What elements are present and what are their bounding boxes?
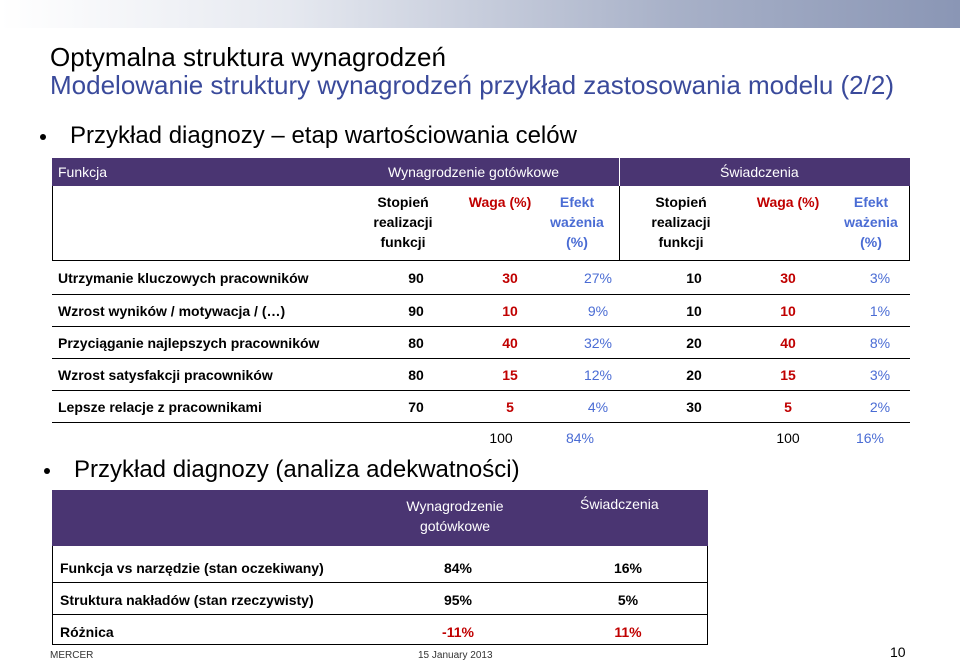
row-value: -11% bbox=[442, 624, 474, 640]
bullet-1: Przykład diagnozy – etap wartościowania … bbox=[40, 122, 577, 150]
table-row: Lepsze relacje z pracownikami 70 5 4% 30… bbox=[52, 393, 912, 423]
row-value: 5 bbox=[784, 399, 792, 415]
row-value: 12% bbox=[583, 367, 613, 383]
bullet-2-text: Przykład diagnozy (analiza adekwatności) bbox=[74, 456, 520, 483]
row-divider bbox=[52, 644, 708, 645]
row-label: Wzrost satysfakcji pracowników bbox=[58, 367, 273, 383]
row-divider bbox=[52, 582, 708, 583]
bullet-2: Przykład diagnozy (analiza adekwatności) bbox=[44, 456, 520, 484]
table-row: Wzrost satysfakcji pracowników 80 15 12%… bbox=[52, 361, 912, 391]
row-value: 1% bbox=[869, 303, 891, 319]
row-divider bbox=[52, 390, 910, 391]
table-row: Różnica -11% 11% bbox=[52, 618, 706, 648]
row-value: 16% bbox=[613, 560, 643, 576]
table-row: Utrzymanie kluczowych pracowników 90 30 … bbox=[52, 264, 912, 294]
page-subtitle: Modelowanie struktury wynagrodzeń przykł… bbox=[50, 70, 894, 100]
row-value: 30 bbox=[502, 270, 518, 286]
bullet-1-text: Przykład diagnozy – etap wartościowania … bbox=[70, 122, 577, 149]
row-value: 40 bbox=[780, 335, 796, 351]
row-value: 11% bbox=[614, 624, 642, 640]
row-label: Przyciąganie najlepszych pracowników bbox=[58, 335, 320, 351]
table1-left-border bbox=[52, 186, 53, 260]
row-value: 80 bbox=[408, 367, 424, 383]
row-value: 10 bbox=[686, 270, 702, 286]
row-value: 3% bbox=[869, 367, 891, 383]
header-divider bbox=[619, 158, 620, 186]
row-label: Struktura nakładów (stan rzeczywisty) bbox=[60, 592, 314, 608]
row-value: 20 bbox=[686, 367, 702, 383]
sub-efekt: Efekt ważenia (%) bbox=[550, 194, 604, 250]
table1-header-cash: Wynagrodzenie gotówkowe bbox=[388, 164, 560, 180]
row-value: 3% bbox=[869, 270, 891, 286]
sub-stopien: Stopień realizacji funkcji bbox=[373, 194, 433, 250]
bullet-dot-icon bbox=[44, 468, 50, 474]
row-value: 40 bbox=[502, 335, 518, 351]
table-row: Funkcja vs narzędzie (stan oczekiwany) 8… bbox=[52, 554, 706, 584]
sub-efekt-2: Efekt ważenia (%) bbox=[844, 194, 898, 250]
row-label: Lepsze relacje z pracownikami bbox=[58, 399, 262, 415]
row-value: 30 bbox=[686, 399, 702, 415]
table1-subheader-bottom bbox=[52, 260, 910, 261]
row-value: 80 bbox=[408, 335, 424, 351]
page-number: 10 bbox=[890, 644, 906, 660]
table-row: Przyciąganie najlepszych pracowników 80 … bbox=[52, 329, 912, 359]
sub-waga-2: Waga (%) bbox=[756, 194, 820, 210]
row-divider bbox=[52, 294, 910, 295]
total-efekt-2: 16% bbox=[855, 430, 885, 446]
row-value: 5 bbox=[506, 399, 514, 415]
row-label: Funkcja vs narzędzie (stan oczekiwany) bbox=[60, 560, 324, 576]
row-value: 10 bbox=[780, 303, 796, 319]
row-label: Utrzymanie kluczowych pracowników bbox=[58, 270, 309, 286]
row-value: 90 bbox=[408, 303, 424, 319]
row-value: 32% bbox=[583, 335, 613, 351]
row-value: 90 bbox=[408, 270, 424, 286]
sub-stopien-2: Stopień realizacji funkcji bbox=[651, 194, 711, 250]
table1-right-border bbox=[909, 186, 910, 260]
row-value: 10 bbox=[502, 303, 518, 319]
sub-waga: Waga (%) bbox=[468, 194, 532, 210]
row-value: 20 bbox=[686, 335, 702, 351]
row-label: Wzrost wyników / motywacja / (…) bbox=[58, 303, 286, 319]
page-title: Optymalna struktura wynagrodzeń bbox=[50, 42, 446, 72]
row-value: 9% bbox=[587, 303, 609, 319]
row-value: 30 bbox=[780, 270, 796, 286]
total-waga: 100 bbox=[489, 430, 513, 446]
row-divider bbox=[52, 422, 910, 423]
table1-middle-border bbox=[619, 186, 620, 260]
row-divider bbox=[52, 614, 708, 615]
row-divider bbox=[52, 358, 910, 359]
row-value: 15 bbox=[780, 367, 796, 383]
table1-header-funkcja: Funkcja bbox=[58, 164, 108, 180]
row-value: 84% bbox=[443, 560, 473, 576]
table2-left-border bbox=[52, 546, 53, 644]
row-value: 95% bbox=[443, 592, 473, 608]
row-value: 4% bbox=[587, 399, 609, 415]
row-label: Różnica bbox=[60, 624, 114, 640]
row-value: 27% bbox=[583, 270, 613, 286]
row-value: 5% bbox=[617, 592, 639, 608]
row-value: 70 bbox=[408, 399, 424, 415]
row-value: 10 bbox=[686, 303, 702, 319]
bullet-dot-icon bbox=[40, 134, 46, 140]
total-waga-2: 100 bbox=[776, 430, 800, 446]
table1-header-benefits: Świadczenia bbox=[720, 164, 799, 180]
footer-date: 15 January 2013 bbox=[418, 650, 493, 661]
row-value: 15 bbox=[502, 367, 518, 383]
footer-brand: MERCER bbox=[50, 650, 94, 661]
table2-header-benefits: Świadczenia bbox=[580, 496, 659, 512]
table2-header-cash: Wynagrodzenie gotówkowe bbox=[406, 498, 504, 534]
row-value: 2% bbox=[869, 399, 891, 415]
row-value: 8% bbox=[869, 335, 891, 351]
table1-header: Funkcja Wynagrodzenie gotówkowe Świadcze… bbox=[52, 158, 910, 186]
table2-header: Wynagrodzenie gotówkowe Świadczenia bbox=[52, 490, 708, 546]
row-divider bbox=[52, 326, 910, 327]
top-gradient-bar bbox=[0, 0, 960, 28]
table-row: Struktura nakładów (stan rzeczywisty) 95… bbox=[52, 586, 706, 616]
table2-right-border bbox=[707, 546, 708, 644]
table-row: Wzrost wyników / motywacja / (…) 90 10 9… bbox=[52, 297, 912, 327]
total-efekt: 84% bbox=[565, 430, 595, 446]
